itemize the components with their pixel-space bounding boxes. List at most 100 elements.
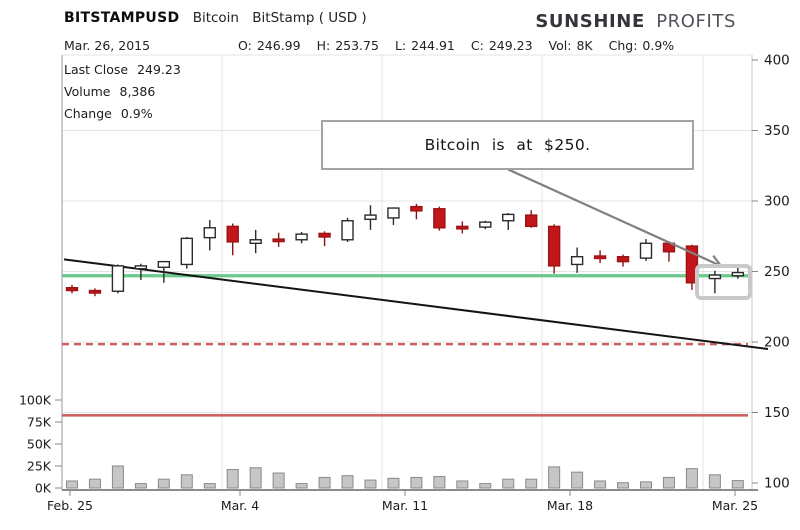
change-value: 0.9% <box>120 106 153 121</box>
annotation-arrow-shaft <box>504 166 722 268</box>
volume-bar <box>525 478 538 489</box>
ohlc-readout: O: 246.99 H: 253.75 L: 244.91 C: 249.23 Vol:… <box>238 38 686 53</box>
low-value: 244.91 <box>411 38 455 53</box>
date-tick-label: Mar. 25 <box>712 498 758 513</box>
volume-bar <box>111 465 124 489</box>
last-close-row: Last Close 249.23 <box>64 59 181 81</box>
chart-date: Mar. 26, 2015 <box>64 38 151 53</box>
exchange-name: BitStamp ( USD ) <box>252 10 367 26</box>
date-tick-label: Mar. 18 <box>547 498 593 513</box>
chg-value: 0.9% <box>642 38 675 53</box>
volume-bar <box>617 482 630 489</box>
volume-tick-label: 0K <box>35 481 52 496</box>
candle-body <box>249 239 262 244</box>
volume-bar <box>180 474 193 489</box>
volume-tick-label: 50K <box>27 437 52 452</box>
volume-bar <box>203 483 216 489</box>
last-close-label: Last Close <box>64 62 129 77</box>
volume-bar <box>594 480 607 489</box>
volume-bar <box>88 478 101 489</box>
price-tick-label: 400 <box>764 53 790 69</box>
candle-body <box>226 225 239 243</box>
change-row: Change 0.9% <box>64 103 181 125</box>
candle-body <box>272 238 285 243</box>
ticker-symbol: BITSTAMPUSD <box>64 10 180 26</box>
candle-body <box>180 237 194 266</box>
chg-label: Chg: <box>608 38 638 53</box>
high-value: 253.75 <box>335 38 379 53</box>
candle-body <box>387 207 400 219</box>
candle-body <box>295 233 308 241</box>
volume-bar <box>295 483 308 489</box>
candle-body <box>318 232 331 238</box>
low-label: L: <box>394 38 407 53</box>
price-tick-label: 300 <box>764 194 790 210</box>
volume-bar <box>318 476 331 489</box>
vol-label: Vol: <box>548 38 572 53</box>
price-tick-label: 100 <box>764 476 790 492</box>
vol-value: 8K <box>576 38 593 53</box>
chart-title: BITSTAMPUSD Bitcoin BitStamp ( USD ) <box>64 10 367 26</box>
volume-bar <box>685 468 698 489</box>
open-value: 246.99 <box>256 38 301 53</box>
candle-body <box>65 287 79 292</box>
candle-body <box>433 208 446 229</box>
volume-bar <box>640 481 652 489</box>
candle-body <box>456 225 469 230</box>
volume-bar <box>157 478 170 489</box>
candle-body <box>134 265 148 270</box>
candle-body <box>639 242 653 259</box>
asset-name: Bitcoin <box>192 10 239 26</box>
candle-body <box>88 289 102 294</box>
candle-body <box>364 214 377 221</box>
volume-row: Volume 8,386 <box>64 81 181 103</box>
candle-body <box>525 214 538 228</box>
volume-bar <box>387 477 400 489</box>
volume-bar <box>662 476 675 489</box>
volume-bar <box>548 466 561 489</box>
change-label: Change <box>64 106 112 121</box>
candle-body <box>547 225 561 267</box>
logo-word-primary: SUNSHINE <box>535 11 645 32</box>
candle-body <box>570 255 584 266</box>
volume-bar <box>479 483 492 489</box>
candle-body <box>203 227 216 239</box>
volume-tick-label: 75K <box>27 415 52 430</box>
volume-bar <box>433 476 446 489</box>
price-tick-label: 200 <box>764 335 790 351</box>
volume-bar <box>456 480 469 489</box>
candle-body <box>502 213 515 222</box>
volume-bar <box>731 480 744 489</box>
date-tick-label: Mar. 4 <box>221 498 259 513</box>
summary-panel: Last Close 249.23 Volume 8,386 Change 0.9% <box>64 59 181 125</box>
volume-bar <box>226 469 239 489</box>
candle-body <box>593 255 607 260</box>
last-close-value: 249.23 <box>137 62 181 77</box>
high-label: H: <box>316 38 331 53</box>
candle-body <box>479 221 492 228</box>
volume-bar <box>571 471 584 489</box>
logo-word-secondary: PROFITS <box>656 11 736 32</box>
date-tick-label: Feb. 25 <box>47 498 93 513</box>
candle-body <box>731 271 745 277</box>
volume-bar <box>134 483 147 489</box>
volume-bar <box>341 475 354 489</box>
candle-body <box>410 205 423 212</box>
candle-body <box>616 255 630 263</box>
volume-bar <box>708 474 721 489</box>
volume-bar <box>272 472 285 489</box>
close-label: C: <box>470 38 484 53</box>
candle-body <box>685 245 699 284</box>
volume-bar <box>249 467 262 489</box>
price-tick-label: 350 <box>764 123 790 139</box>
volume-bar <box>364 479 377 489</box>
close-value: 249.23 <box>488 38 533 53</box>
price-tick-label: 250 <box>764 264 790 280</box>
candle-body <box>708 274 722 280</box>
candle-body <box>157 260 171 268</box>
volume-bar <box>66 480 78 489</box>
volume-label: Volume <box>64 84 111 99</box>
date-tick-label: Mar. 11 <box>382 498 428 513</box>
